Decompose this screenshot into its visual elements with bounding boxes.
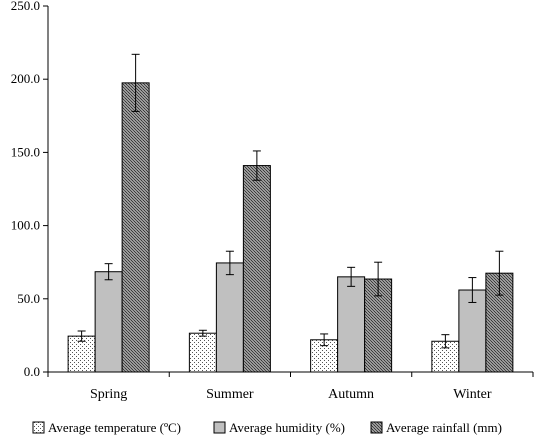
legend-label-1: Average temperature (ºC) bbox=[48, 420, 181, 435]
y-tick-label: 200.0 bbox=[11, 71, 40, 86]
legend: Average temperature (ºC) Average humidity… bbox=[32, 420, 502, 435]
y-tick-label: 150.0 bbox=[11, 144, 40, 159]
bar-2 bbox=[94, 271, 123, 373]
x-category-label: Autumn bbox=[328, 387, 374, 402]
x-category-label: Summer bbox=[206, 387, 254, 402]
y-tick-label: 0.0 bbox=[24, 364, 40, 379]
bar-3 bbox=[242, 165, 271, 373]
bar-1 bbox=[431, 340, 460, 373]
bar-1 bbox=[188, 332, 217, 373]
bar-2 bbox=[215, 262, 244, 373]
bars bbox=[67, 53, 514, 373]
legend-label-3: Average rainfall (mm) bbox=[386, 420, 502, 435]
legend-swatch-2 bbox=[213, 421, 226, 434]
legend-swatch-1 bbox=[32, 421, 45, 434]
x-axis: Spring Summer Autumn Winter bbox=[47, 371, 534, 402]
y-axis: 0.0 50.0 100.0 150.0 200.0 250.0 bbox=[11, 0, 49, 379]
bar-3 bbox=[121, 82, 150, 373]
x-category-label: Spring bbox=[90, 387, 127, 402]
bar-2 bbox=[337, 276, 366, 373]
y-tick-label: 50.0 bbox=[17, 291, 40, 306]
y-tick-label: 250.0 bbox=[11, 0, 40, 13]
y-tick-label: 100.0 bbox=[11, 218, 40, 233]
x-category-label: Winter bbox=[453, 387, 492, 402]
legend-swatch-3 bbox=[370, 421, 383, 434]
legend-label-2: Average humidity (%) bbox=[229, 420, 345, 435]
